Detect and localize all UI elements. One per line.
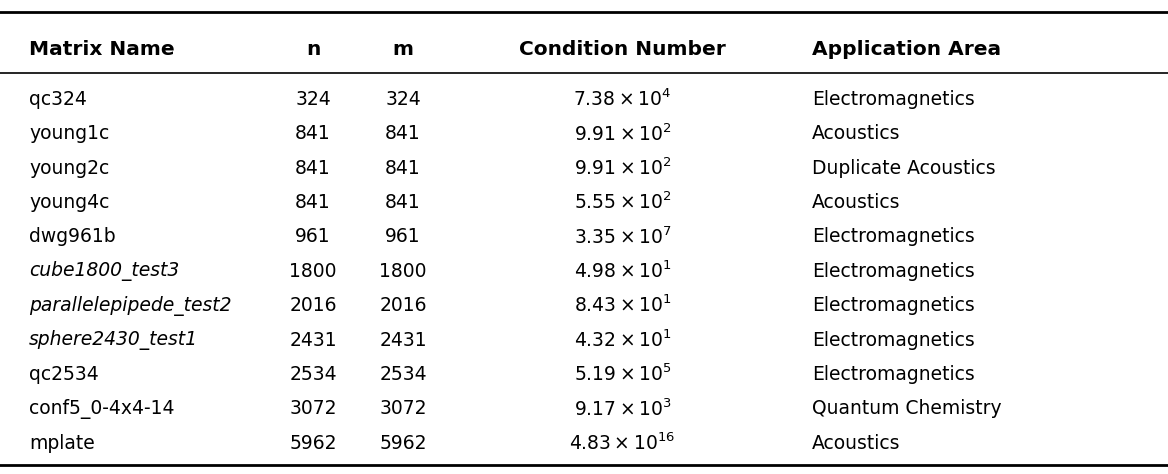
Text: parallelepipede_test2: parallelepipede_test2	[29, 296, 231, 316]
Text: 2016: 2016	[380, 296, 426, 315]
Text: 324: 324	[385, 90, 420, 109]
Text: qc324: qc324	[29, 90, 88, 109]
Text: Electromagnetics: Electromagnetics	[812, 330, 974, 350]
Text: sphere2430_test1: sphere2430_test1	[29, 330, 199, 350]
Text: Electromagnetics: Electromagnetics	[812, 296, 974, 315]
Text: 5962: 5962	[290, 434, 336, 453]
Text: Electromagnetics: Electromagnetics	[812, 365, 974, 384]
Text: cube1800_test3: cube1800_test3	[29, 261, 180, 282]
Text: 841: 841	[296, 124, 331, 144]
Text: young4c: young4c	[29, 193, 110, 212]
Text: Application Area: Application Area	[812, 40, 1001, 59]
Text: 3072: 3072	[290, 399, 336, 419]
Text: Acoustics: Acoustics	[812, 193, 901, 212]
Text: $9.91 \times 10^{2}$: $9.91 \times 10^{2}$	[573, 157, 672, 179]
Text: Electromagnetics: Electromagnetics	[812, 228, 974, 246]
Text: 961: 961	[296, 228, 331, 246]
Text: Condition Number: Condition Number	[519, 40, 726, 59]
Text: 841: 841	[296, 193, 331, 212]
Text: dwg961b: dwg961b	[29, 228, 116, 246]
Text: Matrix Name: Matrix Name	[29, 40, 175, 59]
Text: m: m	[392, 40, 413, 59]
Text: Quantum Chemistry: Quantum Chemistry	[812, 399, 1001, 419]
Text: conf5_0-4x4-14: conf5_0-4x4-14	[29, 399, 175, 419]
Text: $4.32 \times 10^{1}$: $4.32 \times 10^{1}$	[573, 329, 672, 351]
Text: Electromagnetics: Electromagnetics	[812, 90, 974, 109]
Text: mplate: mplate	[29, 434, 95, 453]
Text: 1800: 1800	[290, 262, 336, 281]
Text: 5962: 5962	[380, 434, 426, 453]
Text: 2431: 2431	[290, 330, 336, 350]
Text: n: n	[306, 40, 320, 59]
Text: Electromagnetics: Electromagnetics	[812, 262, 974, 281]
Text: Duplicate Acoustics: Duplicate Acoustics	[812, 159, 995, 178]
Text: $4.98 \times 10^{1}$: $4.98 \times 10^{1}$	[573, 261, 672, 282]
Text: $9.17 \times 10^{3}$: $9.17 \times 10^{3}$	[573, 398, 672, 419]
Text: 2534: 2534	[290, 365, 336, 384]
Text: 841: 841	[385, 124, 420, 144]
Text: $5.55 \times 10^{2}$: $5.55 \times 10^{2}$	[573, 192, 672, 213]
Text: $7.38 \times 10^{4}$: $7.38 \times 10^{4}$	[573, 89, 672, 110]
Text: 961: 961	[385, 228, 420, 246]
Text: $3.35 \times 10^{7}$: $3.35 \times 10^{7}$	[573, 226, 672, 248]
Text: Acoustics: Acoustics	[812, 124, 901, 144]
Text: Acoustics: Acoustics	[812, 434, 901, 453]
Text: $4.83 \times 10^{16}$: $4.83 \times 10^{16}$	[570, 432, 675, 454]
Text: 2431: 2431	[380, 330, 426, 350]
Text: 841: 841	[385, 193, 420, 212]
Text: $8.43 \times 10^{1}$: $8.43 \times 10^{1}$	[573, 295, 672, 317]
Text: $9.91 \times 10^{2}$: $9.91 \times 10^{2}$	[573, 123, 672, 145]
Text: $5.19 \times 10^{5}$: $5.19 \times 10^{5}$	[573, 364, 672, 385]
Text: young2c: young2c	[29, 159, 110, 178]
Text: 3072: 3072	[380, 399, 426, 419]
Text: 841: 841	[385, 159, 420, 178]
Text: 841: 841	[296, 159, 331, 178]
Text: 2016: 2016	[290, 296, 336, 315]
Text: 324: 324	[296, 90, 331, 109]
Text: young1c: young1c	[29, 124, 110, 144]
Text: 2534: 2534	[380, 365, 426, 384]
Text: qc2534: qc2534	[29, 365, 99, 384]
Text: 1800: 1800	[380, 262, 426, 281]
